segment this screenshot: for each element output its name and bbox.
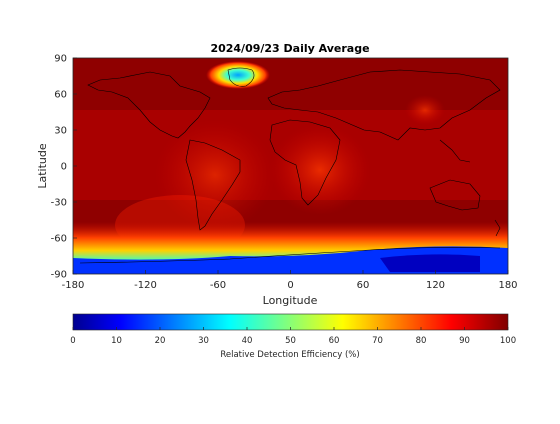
y-tick-label: 90 — [54, 54, 67, 65]
colorbar-tick-label: 30 — [198, 336, 209, 346]
colorbar-tick-label: 90 — [459, 336, 470, 346]
colorbar-tick-label: 100 — [500, 336, 516, 346]
x-tick-label: 60 — [357, 280, 370, 291]
x-tick-label: -180 — [62, 280, 85, 291]
y-tick-label: 60 — [54, 90, 67, 101]
x-axis-label: Longitude — [263, 294, 318, 307]
africa-warm — [270, 125, 370, 215]
x-tick-label: -60 — [210, 280, 226, 291]
colorbar-tick-label: 10 — [111, 336, 122, 346]
colorbar-tick-label: 80 — [416, 336, 427, 346]
y-tick-label: -90 — [51, 270, 67, 281]
y-tick-label: -30 — [51, 198, 67, 209]
colorbar-tick-label: 50 — [285, 336, 296, 346]
y-axis-label: Latitude — [36, 143, 49, 189]
colorbar-tick-label: 70 — [372, 336, 383, 346]
colorbar-tick-label: 0 — [70, 336, 75, 346]
map-title: 2024/09/23 Daily Average — [210, 42, 369, 55]
x-axis: -180 -120 -60 0 60 120 180 — [62, 270, 518, 291]
x-tick-label: 180 — [498, 280, 517, 291]
colorbar-label: Relative Detection Efficiency (%) — [220, 350, 359, 360]
colorbar-ticks: 0 10 20 30 40 50 60 70 80 90 100 — [70, 327, 516, 346]
asia-warm — [405, 95, 445, 125]
greenland-anomaly — [206, 61, 270, 89]
coastlines — [79, 67, 501, 264]
colorbar-tick-label: 20 — [155, 336, 166, 346]
x-tick-label: -120 — [134, 280, 157, 291]
colorbar-tick-label: 40 — [242, 336, 253, 346]
antarctic-deep-blue — [380, 254, 480, 272]
y-tick-label: 30 — [54, 126, 67, 137]
heatmap-field — [73, 58, 508, 274]
y-axis: 90 60 30 0 -30 -60 -90 — [51, 54, 77, 281]
colorbar-tick-label: 60 — [329, 336, 340, 346]
south-america-warm — [155, 120, 275, 230]
y-tick-label: -60 — [51, 234, 67, 245]
y-tick-label: 0 — [61, 162, 67, 173]
x-tick-label: 120 — [426, 280, 445, 291]
x-tick-label: 0 — [287, 280, 293, 291]
